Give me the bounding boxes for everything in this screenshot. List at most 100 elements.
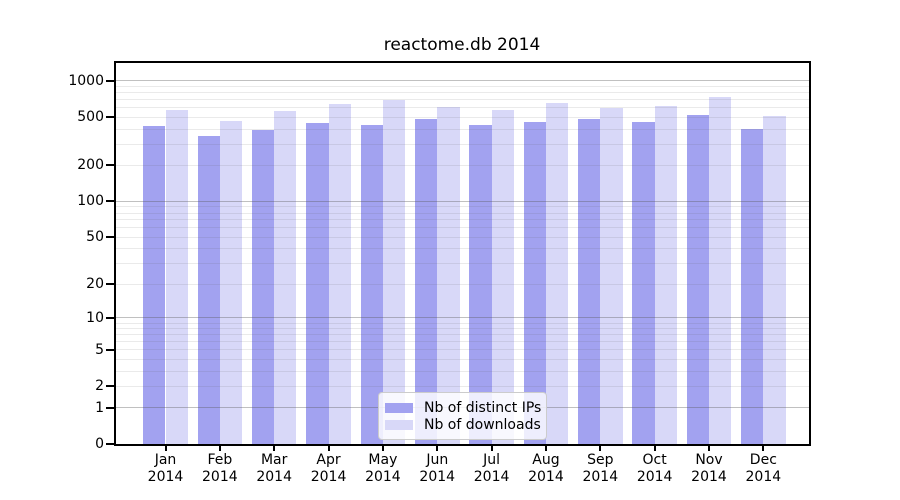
x-tick-year: 2014 bbox=[419, 469, 456, 485]
x-tick-label-jun: Jun 2014 bbox=[405, 452, 469, 486]
bar-downloads-feb bbox=[219, 121, 243, 444]
gridline-major bbox=[116, 200, 809, 202]
y-tick-label: 10 bbox=[86, 309, 104, 326]
x-tick-year: 2014 bbox=[636, 469, 673, 485]
x-tick-year: 2014 bbox=[202, 469, 238, 485]
bar-distinct-ips-may bbox=[360, 125, 383, 444]
legend-label: Nb of downloads bbox=[424, 416, 541, 433]
y-tick-label: 1000 bbox=[68, 72, 104, 89]
x-tick-month: Apr bbox=[316, 452, 341, 468]
x-tick-label-jul: Jul 2014 bbox=[460, 452, 524, 486]
x-tick-month: May bbox=[368, 452, 398, 468]
legend-item-downloads: Nb of downloads bbox=[385, 416, 541, 433]
gridline-minor bbox=[116, 206, 809, 208]
bar-distinct-ips-oct bbox=[632, 122, 655, 444]
x-tick-month: Aug bbox=[532, 452, 560, 468]
gridline-minor bbox=[116, 227, 809, 229]
y-tick-mark bbox=[106, 116, 114, 119]
gridline-minor bbox=[116, 370, 809, 372]
x-tick-month: Oct bbox=[642, 452, 667, 468]
gridline-minor bbox=[116, 143, 809, 145]
gridline-minor bbox=[116, 283, 809, 285]
bar-distinct-ips-jan bbox=[143, 126, 166, 444]
legend-item-distinct-ips: Nb of distinct IPs bbox=[385, 399, 542, 416]
x-tick-label-oct: Oct 2014 bbox=[623, 452, 687, 486]
gridline-major bbox=[116, 317, 809, 319]
y-tick-mark bbox=[106, 200, 114, 203]
x-tick-label-apr: Apr 2014 bbox=[297, 452, 361, 486]
x-tick-label-nov: Nov 2014 bbox=[677, 452, 741, 486]
bar-downloads-may bbox=[382, 100, 406, 444]
y-tick-label: 50 bbox=[86, 229, 104, 246]
gridline-minor bbox=[116, 236, 809, 238]
legend-swatch-downloads bbox=[385, 419, 413, 430]
x-tick-mark bbox=[544, 446, 547, 451]
x-tick-month: Jun bbox=[426, 452, 449, 468]
gridline-minor bbox=[116, 263, 809, 265]
x-tick-mark bbox=[164, 446, 167, 451]
bar-downloads-oct bbox=[654, 106, 677, 444]
x-tick-year: 2014 bbox=[582, 469, 619, 485]
bar-downloads-apr bbox=[328, 104, 351, 444]
x-tick-year: 2014 bbox=[691, 469, 727, 485]
bar-distinct-ips-apr bbox=[306, 123, 329, 444]
x-tick-mark bbox=[599, 446, 602, 451]
gridline-minor bbox=[116, 219, 809, 221]
bar-downloads-mar bbox=[274, 110, 297, 444]
x-tick-label-sep: Sep 2014 bbox=[568, 452, 632, 486]
y-tick-mark bbox=[106, 443, 114, 445]
bar-distinct-ips-jul bbox=[469, 124, 492, 444]
gridline-minor bbox=[116, 385, 809, 387]
x-tick-month: Sep bbox=[587, 452, 614, 468]
gridline-major bbox=[116, 80, 809, 82]
bar-distinct-ips-aug bbox=[523, 121, 546, 444]
bar-downloads-jul bbox=[491, 110, 514, 444]
x-tick-year: 2014 bbox=[147, 469, 184, 485]
x-tick-year: 2014 bbox=[745, 469, 782, 485]
y-tick-label: 5 bbox=[95, 341, 104, 358]
gridline-minor bbox=[116, 328, 809, 330]
bar-distinct-ips-sep bbox=[578, 119, 601, 444]
bar-downloads-dec bbox=[763, 116, 786, 444]
legend: Nb of distinct IPs Nb of downloads bbox=[378, 392, 547, 440]
gridline-minor bbox=[116, 349, 809, 351]
y-tick-mark bbox=[106, 406, 114, 409]
plot-area bbox=[114, 61, 811, 446]
y-tick-mark bbox=[106, 283, 114, 285]
x-tick-month: Nov bbox=[695, 452, 723, 468]
x-tick-year: 2014 bbox=[473, 469, 510, 485]
legend-label: Nb of distinct IPs bbox=[424, 399, 542, 416]
x-tick-mark bbox=[708, 446, 710, 451]
x-tick-month: Mar bbox=[260, 452, 288, 468]
bar-distinct-ips-nov bbox=[686, 115, 709, 444]
y-tick-mark bbox=[106, 348, 114, 351]
x-tick-year: 2014 bbox=[310, 469, 347, 485]
y-tick-mark bbox=[106, 385, 114, 388]
x-tick-year: 2014 bbox=[256, 469, 292, 485]
x-tick-mark bbox=[762, 446, 765, 451]
x-tick-month: Feb bbox=[207, 452, 233, 468]
x-tick-mark bbox=[381, 446, 384, 451]
x-tick-year: 2014 bbox=[528, 469, 564, 485]
x-tick-mark bbox=[218, 446, 221, 451]
bar-downloads-jun bbox=[437, 106, 460, 444]
x-tick-label-aug: Aug 2014 bbox=[514, 452, 578, 486]
gridline-minor bbox=[116, 85, 809, 87]
x-tick-year: 2014 bbox=[365, 469, 401, 485]
bar-downloads-sep bbox=[600, 107, 623, 444]
x-tick-mark bbox=[653, 446, 656, 451]
y-tick-label: 100 bbox=[77, 193, 104, 210]
x-tick-label-may: May 2014 bbox=[351, 452, 415, 486]
x-tick-month: Jan bbox=[154, 452, 177, 468]
bar-distinct-ips-jun bbox=[414, 119, 438, 444]
gridline-minor bbox=[116, 107, 809, 109]
gridline-minor bbox=[116, 128, 809, 130]
y-tick-mark bbox=[106, 236, 114, 239]
bar-distinct-ips-feb bbox=[197, 136, 220, 444]
gridline-minor bbox=[116, 334, 809, 336]
chart-title: reactome.db 2014 bbox=[383, 35, 541, 55]
gridline-minor bbox=[116, 341, 809, 343]
gridline-minor bbox=[116, 248, 809, 250]
gridline-minor bbox=[116, 116, 809, 118]
